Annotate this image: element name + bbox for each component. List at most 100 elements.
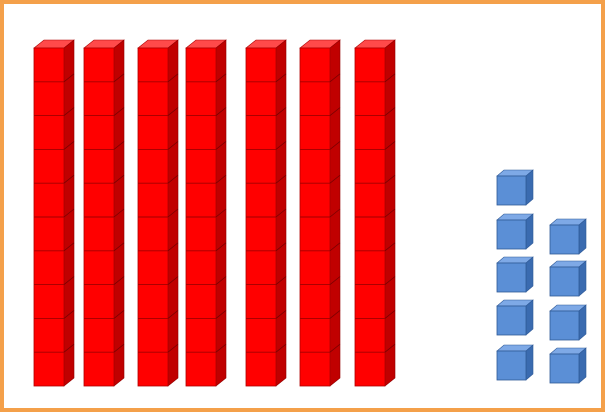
rod-unit-side-line xyxy=(215,242,227,252)
tens-rod xyxy=(33,39,75,387)
rod-unit-side-line xyxy=(63,242,75,252)
rod-unit-side-line xyxy=(167,107,179,116)
rod-unit-side-line xyxy=(113,276,125,285)
ones-cube xyxy=(496,213,534,250)
cube-front-face xyxy=(496,262,527,293)
rod-unit-side-line xyxy=(384,310,396,319)
rod-unit-side-line xyxy=(384,73,396,83)
cube-front-face xyxy=(496,305,527,336)
rod-unit-side-line xyxy=(329,141,341,150)
ones-cubes-group xyxy=(496,169,587,384)
ones-cube xyxy=(496,169,534,206)
rod-unit-side-line xyxy=(167,242,179,252)
rod-unit-side-line xyxy=(113,208,125,218)
ones-cube xyxy=(549,304,587,341)
rod-unit-side-line xyxy=(63,174,75,184)
rod-unit-side-line xyxy=(167,73,179,83)
ones-cube xyxy=(549,347,587,384)
rod-unit-side-line xyxy=(275,310,287,319)
cube-front-face xyxy=(496,350,527,381)
rod-unit-side-line xyxy=(275,174,287,184)
rod-unit-side-line xyxy=(63,73,75,83)
rod-unit-side-line xyxy=(215,107,227,116)
rod-unit-side-line xyxy=(63,208,75,218)
rod-unit-side-line xyxy=(167,141,179,150)
cube-front-face xyxy=(549,224,580,255)
rod-unit-side-line xyxy=(275,107,287,116)
tens-rod xyxy=(83,39,125,387)
rod-unit-side-line xyxy=(329,276,341,285)
ones-cube xyxy=(549,218,587,255)
rod-unit-side-line xyxy=(215,73,227,83)
cube-front-face xyxy=(549,266,580,297)
rod-unit-side-line xyxy=(215,208,227,218)
rod-unit-side-line xyxy=(275,208,287,218)
cube-front-face xyxy=(496,219,527,250)
rod-unit-side-line xyxy=(384,174,396,184)
rod-unit-side-line xyxy=(63,310,75,319)
rod-unit-side-line xyxy=(167,276,179,285)
tens-rod xyxy=(299,39,341,387)
tens-rod xyxy=(245,39,287,387)
ones-cube xyxy=(549,260,587,297)
rod-unit-side-line xyxy=(167,310,179,319)
rod-unit-side-line xyxy=(113,73,125,83)
rod-unit-side-line xyxy=(63,107,75,116)
rod-unit-side-line xyxy=(275,276,287,285)
ones-cube xyxy=(496,344,534,381)
rod-unit-side-line xyxy=(329,242,341,252)
rod-unit-side-line xyxy=(113,242,125,252)
rod-unit-side-line xyxy=(215,310,227,319)
rod-unit-side-line xyxy=(275,242,287,252)
rod-unit-side-line xyxy=(275,73,287,83)
rod-unit-side-line xyxy=(275,141,287,150)
rod-unit-side-line xyxy=(215,276,227,285)
rod-unit-side-line xyxy=(329,208,341,218)
cube-side-face xyxy=(525,169,534,206)
cube-side-face xyxy=(525,344,534,381)
rod-unit-side-line xyxy=(215,141,227,150)
rod-unit-side-line xyxy=(384,276,396,285)
rod-unit-side-line xyxy=(113,107,125,116)
rod-unit-side-line xyxy=(329,107,341,116)
tens-rod xyxy=(137,39,179,387)
cube-side-face xyxy=(578,347,587,384)
cube-front-face xyxy=(496,175,527,206)
rod-unit-side-line xyxy=(113,343,125,353)
cube-front-face xyxy=(549,353,580,384)
rod-unit-side-line xyxy=(329,310,341,319)
ones-cube xyxy=(496,299,534,336)
rod-unit-side-line xyxy=(384,141,396,150)
rod-unit-side-line xyxy=(113,141,125,150)
ones-cube xyxy=(496,256,534,293)
rod-unit-side-line xyxy=(384,242,396,252)
rod-unit-side-line xyxy=(275,343,287,353)
rod-unit-side-line xyxy=(113,310,125,319)
rod-unit-side-line xyxy=(167,208,179,218)
cube-side-face xyxy=(578,260,587,297)
rod-unit-side-line xyxy=(167,174,179,184)
rod-unit-side-line xyxy=(63,276,75,285)
rod-unit-side-line xyxy=(215,174,227,184)
cube-side-face xyxy=(578,304,587,341)
rod-unit-side-line xyxy=(113,174,125,184)
rod-unit-side-line xyxy=(63,141,75,150)
rod-unit-side-line xyxy=(384,343,396,353)
rod-unit-side-line xyxy=(63,343,75,353)
rod-unit-side-line xyxy=(215,343,227,353)
rod-unit-side-line xyxy=(329,343,341,353)
rod-unit-side-line xyxy=(384,208,396,218)
tens-rod xyxy=(354,39,396,387)
tens-rods-group xyxy=(33,39,396,387)
cube-side-face xyxy=(525,256,534,293)
rod-unit-side-line xyxy=(329,73,341,83)
cube-side-face xyxy=(578,218,587,255)
tens-rod xyxy=(185,39,227,387)
rod-unit-side-line xyxy=(329,174,341,184)
cube-side-face xyxy=(525,299,534,336)
cube-front-face xyxy=(549,310,580,341)
rod-unit-side-line xyxy=(384,107,396,116)
cube-side-face xyxy=(525,213,534,250)
rod-unit-side-line xyxy=(167,343,179,353)
